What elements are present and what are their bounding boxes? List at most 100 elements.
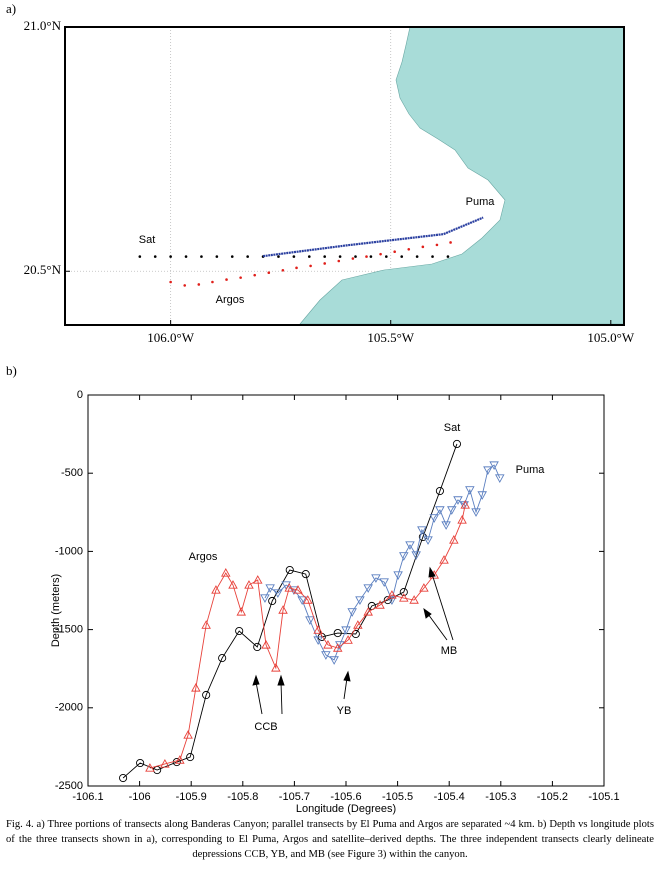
transect-point [338, 255, 342, 258]
data-point [387, 596, 397, 605]
data-point [375, 600, 385, 609]
data-point [435, 506, 445, 515]
transect-point [197, 283, 201, 286]
map-layer: 106.0°W 105.5°W 105.0°W 20.5°N 21.0°N Sat Puma… [24, 18, 635, 345]
arrows [252, 566, 454, 715]
series-label: Argos [216, 294, 245, 306]
data-point [211, 585, 221, 594]
y-tick-label: 20.5°N [24, 262, 62, 277]
annotation: YB [337, 705, 352, 717]
x-tick-label: -105.9 [176, 791, 207, 803]
series-label: Sat [444, 422, 461, 434]
data-point [333, 628, 342, 638]
transect-line [262, 216, 484, 258]
transect-point [435, 243, 439, 247]
data-point [265, 584, 275, 593]
transect-point [379, 252, 382, 256]
data-point [363, 584, 373, 593]
x-tick-label: -105.4 [434, 791, 465, 803]
data-point [201, 620, 211, 629]
data-point [285, 565, 294, 575]
data-point [495, 474, 505, 483]
transect-point [183, 284, 187, 287]
transect-point [369, 255, 373, 258]
land [299, 26, 625, 325]
data-point [235, 626, 244, 636]
map-frame [64, 26, 625, 326]
data-point [393, 571, 403, 580]
x-tick-label: -106.1 [72, 791, 103, 803]
figure: a) b) 106.0°W 105.5°W 105.0°W 20.5°N 21.0°N S… [6, 1, 635, 815]
data-point [387, 590, 397, 599]
data-point [271, 662, 281, 672]
data-point [423, 536, 433, 545]
x-tick-label: -106 [129, 791, 151, 803]
data-point [260, 594, 270, 603]
transect-point [323, 255, 326, 258]
data-point [313, 625, 323, 634]
transect-point [421, 245, 425, 249]
y-tick-label: -1000 [55, 545, 83, 557]
transect-point [184, 255, 188, 258]
data-point [136, 758, 145, 768]
data-point [465, 486, 475, 495]
transect-point [281, 268, 285, 272]
annotation: CCB [254, 721, 277, 733]
transect-point [307, 255, 311, 258]
panel-label: a) [6, 1, 16, 16]
transect-point [225, 278, 228, 281]
y-tick-label: -500 [61, 467, 83, 479]
data-point [329, 656, 339, 665]
series-label: Puma [466, 196, 496, 208]
transect-point [239, 276, 242, 279]
data-point [175, 755, 185, 764]
data-point [253, 642, 262, 652]
transect-point [446, 255, 450, 258]
x-axis-label: Longitude (Degrees) [296, 803, 396, 815]
transect-point [351, 257, 355, 260]
data-point [273, 589, 283, 598]
data-point [399, 588, 408, 597]
data-point [460, 500, 470, 509]
data-point [379, 578, 389, 587]
x-tick-label: -105.3 [485, 791, 516, 803]
transect-point [337, 259, 341, 263]
data-point [284, 583, 295, 592]
transect-point [309, 264, 312, 268]
transect-point [200, 255, 203, 258]
data-point [119, 773, 128, 783]
transect-point [407, 247, 411, 251]
data-point [399, 552, 409, 561]
transect-point [415, 255, 419, 258]
data-point [228, 580, 238, 589]
x-tick-label: -105.1 [588, 791, 619, 803]
data-point [343, 635, 353, 644]
panel-label: b) [6, 363, 17, 378]
data-point [261, 640, 271, 649]
transect-point [267, 271, 271, 275]
data-point [332, 643, 343, 652]
series-label: Puma [516, 464, 546, 476]
x-tick-label: 105.0°W [587, 330, 634, 345]
transect-point [365, 255, 368, 258]
data-point [244, 580, 254, 589]
data-point [449, 535, 459, 544]
x-tick-label: -105.5 [382, 791, 413, 803]
transect-point [138, 255, 142, 258]
y-tick-label: -2500 [55, 780, 83, 792]
data-point [363, 607, 373, 616]
data-point [236, 607, 247, 616]
data-point [341, 626, 351, 635]
data-point [218, 654, 227, 663]
series-line [149, 504, 466, 769]
data-point [355, 596, 365, 605]
x-tick-label: -105.7 [279, 791, 310, 803]
transect-point [246, 255, 249, 258]
data-point [160, 759, 170, 768]
y-tick-label: 21.0°N [24, 18, 62, 33]
data-point [293, 585, 303, 594]
data-point [145, 763, 155, 772]
data-point [405, 541, 415, 550]
transect-point [449, 241, 452, 244]
transect-point [253, 273, 257, 277]
